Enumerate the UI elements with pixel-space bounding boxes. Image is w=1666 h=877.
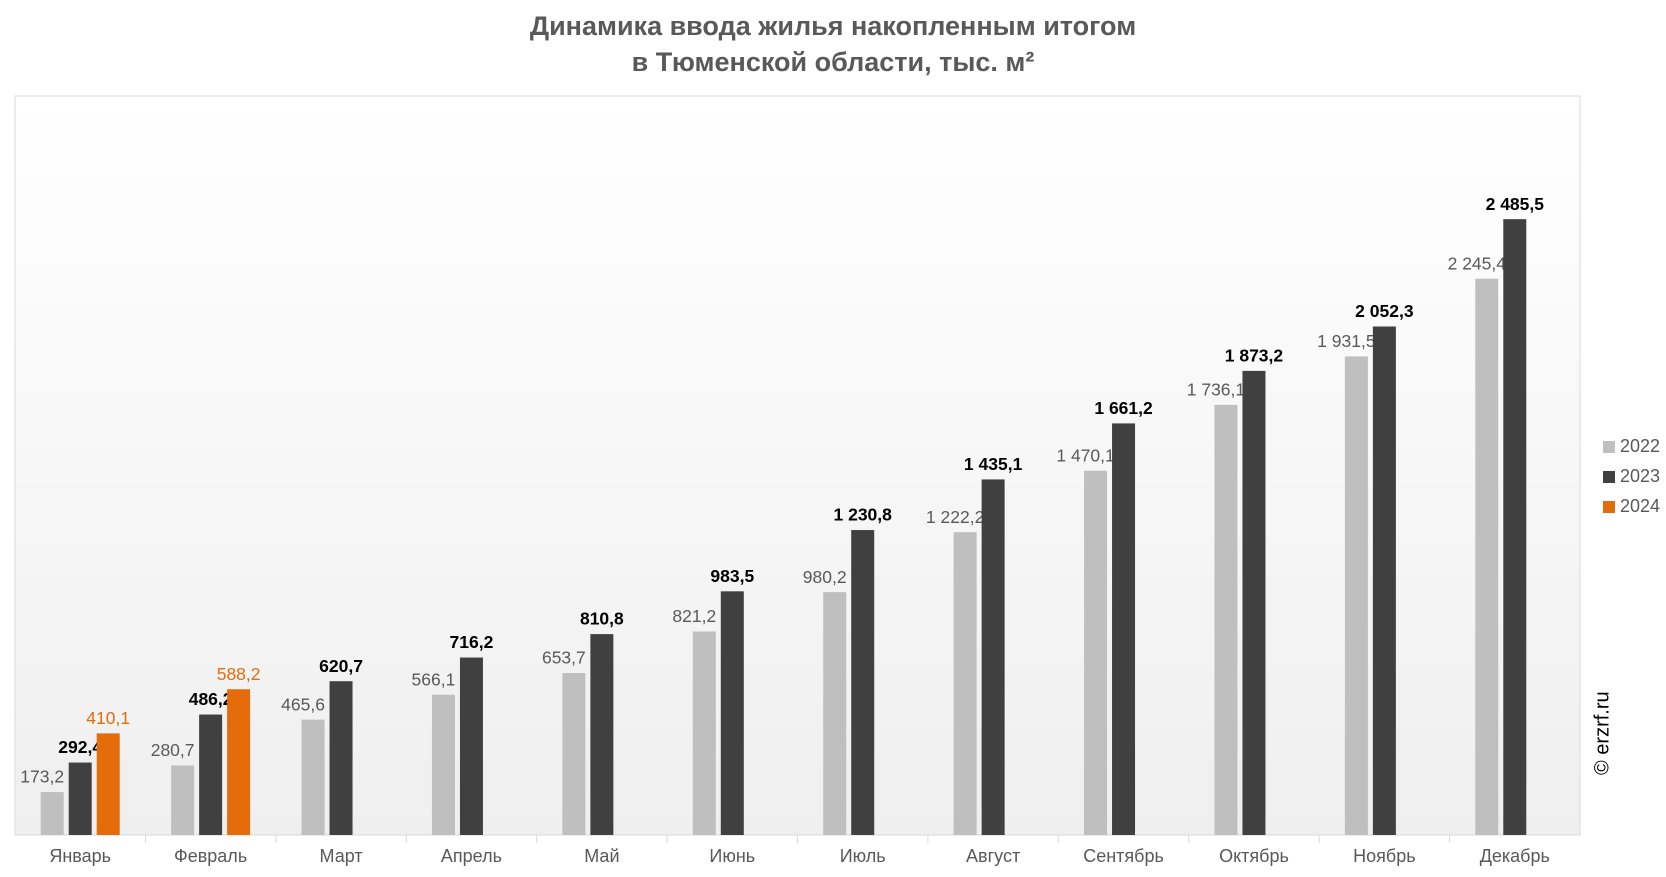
bar <box>68 762 92 835</box>
legend-swatch <box>1603 441 1615 453</box>
value-label: 1 736,1 <box>1187 379 1245 399</box>
legend-label: 2022 <box>1620 436 1660 456</box>
bar <box>1112 423 1136 835</box>
x-tick-label: Февраль <box>174 846 247 866</box>
x-tick-label: Июнь <box>709 846 755 866</box>
x-tick-label: Октябрь <box>1219 846 1289 866</box>
value-label: 980,2 <box>803 567 847 587</box>
x-tick-label: Январь <box>49 846 111 866</box>
value-label: 810,8 <box>580 609 624 629</box>
value-label: 2 052,3 <box>1355 301 1414 321</box>
plot-area <box>14 95 1581 836</box>
bar <box>459 657 483 835</box>
value-label: 292,4 <box>58 737 102 757</box>
value-label: 588,2 <box>217 664 261 684</box>
bar <box>981 479 1005 835</box>
legend-label: 2024 <box>1620 496 1660 516</box>
x-tick-label: Декабрь <box>1480 846 1550 866</box>
value-label: 1 435,1 <box>964 454 1023 474</box>
bar <box>40 792 64 835</box>
x-tick-label: Сентябрь <box>1083 846 1164 866</box>
value-label: 821,2 <box>672 606 716 626</box>
value-label: 1 470,1 <box>1056 445 1114 465</box>
bar <box>1084 470 1108 835</box>
bar <box>96 733 120 835</box>
value-label: 1 873,2 <box>1225 346 1284 366</box>
x-tick-label: Июль <box>840 846 886 866</box>
bar <box>1503 219 1527 835</box>
legend-swatch <box>1603 471 1615 483</box>
bar <box>823 592 847 835</box>
bar <box>1475 278 1499 835</box>
source: © erzrf.ru <box>1591 691 1613 775</box>
bar <box>1214 404 1238 835</box>
value-label: 2 485,5 <box>1486 194 1545 214</box>
value-label: 2 245,4 <box>1448 253 1507 273</box>
x-tick-label: Апрель <box>441 846 502 866</box>
bar <box>1344 356 1368 835</box>
value-label: 983,5 <box>710 566 754 586</box>
value-label: 716,2 <box>450 632 494 652</box>
x-tick-label: Август <box>966 846 1020 866</box>
bar <box>720 591 744 835</box>
bar <box>562 673 586 835</box>
value-label: 280,7 <box>151 740 195 760</box>
legend-label: 2023 <box>1620 466 1660 486</box>
bar <box>199 714 223 835</box>
value-label: 465,6 <box>281 694 325 714</box>
bar <box>329 681 353 835</box>
bar <box>301 719 325 835</box>
bar <box>1372 326 1396 835</box>
bar <box>590 634 614 835</box>
value-label: 566,1 <box>412 669 456 689</box>
value-label: 1 230,8 <box>834 505 893 525</box>
legend-swatch <box>1603 501 1615 513</box>
value-label: 1 931,5 <box>1317 331 1375 351</box>
value-label: 1 222,2 <box>926 507 984 527</box>
value-label: 1 661,2 <box>1094 398 1153 418</box>
bar <box>431 694 455 835</box>
value-label: 653,7 <box>542 648 586 668</box>
bar <box>953 532 977 835</box>
bar <box>1242 370 1266 835</box>
x-tick-label: Март <box>320 846 363 866</box>
value-label: 173,2 <box>20 767 64 787</box>
bar <box>692 631 716 835</box>
bar <box>851 530 875 835</box>
value-label: 620,7 <box>319 656 363 676</box>
chart-title: Динамика ввода жилья накопленным итогом <box>530 11 1136 41</box>
value-label: 410,1 <box>86 708 130 728</box>
x-tick-label: Май <box>584 846 619 866</box>
chart-title: в Тюменской области, тыс. м² <box>632 47 1035 77</box>
x-tick-label: Ноябрь <box>1353 846 1415 866</box>
bar <box>227 689 251 835</box>
value-label: 486,2 <box>189 689 233 709</box>
bar <box>171 765 195 835</box>
